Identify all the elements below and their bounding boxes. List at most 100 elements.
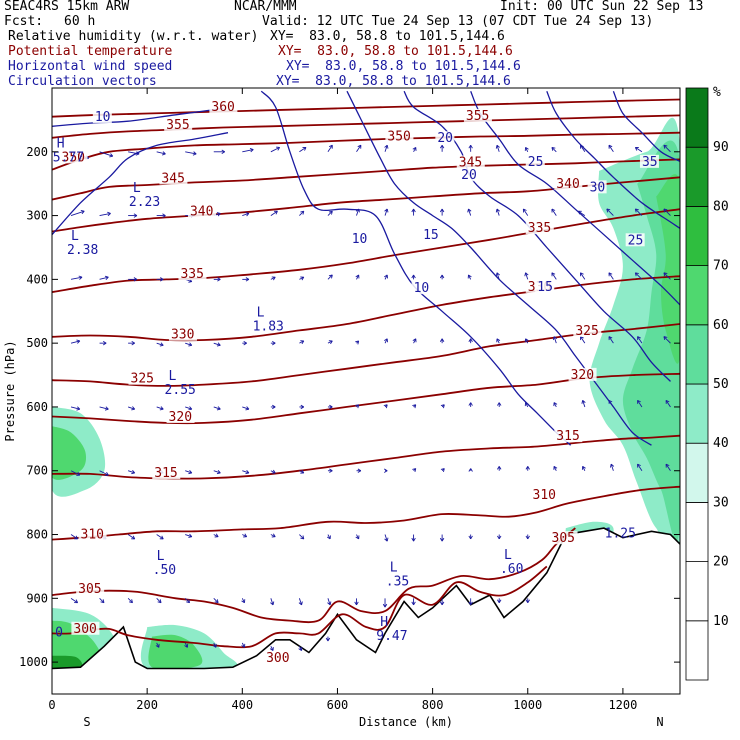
extremum-marker: L bbox=[257, 305, 265, 320]
wind-label: 20 bbox=[461, 168, 477, 183]
forecast-hour: 60 h bbox=[64, 14, 96, 29]
x-tick-label: 1000 bbox=[513, 698, 542, 712]
theta-contour-355 bbox=[52, 114, 680, 139]
wind-label: 25 bbox=[528, 155, 544, 170]
field-vectors-name: Circulation vectors bbox=[8, 74, 157, 89]
vector-head bbox=[245, 212, 250, 217]
vector-head bbox=[637, 463, 641, 468]
vector-head bbox=[243, 340, 247, 346]
circulation-vector bbox=[665, 400, 671, 408]
circulation-vector bbox=[580, 336, 586, 344]
vector-head bbox=[76, 339, 81, 344]
circulation-vector bbox=[525, 272, 529, 280]
forecast-label: Fcst: bbox=[4, 14, 44, 29]
vector-head bbox=[355, 404, 360, 409]
y-tick-label: 1000 bbox=[19, 655, 48, 669]
circulation-vector bbox=[663, 144, 671, 153]
vector-head bbox=[300, 210, 305, 215]
circulation-vector bbox=[356, 144, 362, 153]
theta-label: 335 bbox=[528, 221, 551, 236]
circulation-vector bbox=[384, 145, 388, 152]
vector-head bbox=[131, 535, 136, 540]
circulation-vector bbox=[185, 342, 192, 346]
vector-head bbox=[551, 208, 556, 213]
theta-label: 355 bbox=[466, 109, 489, 124]
theta-label: 320 bbox=[169, 410, 192, 425]
theta-label: 300 bbox=[266, 651, 289, 666]
vector-head bbox=[74, 535, 79, 540]
vector-head bbox=[608, 399, 613, 404]
circulation-vector bbox=[327, 598, 331, 606]
vector-head bbox=[298, 601, 303, 606]
wind-label: 10 bbox=[95, 110, 111, 125]
vector-head bbox=[329, 404, 333, 410]
theta-label: 330 bbox=[171, 328, 194, 343]
vector-head bbox=[411, 274, 416, 279]
colorbar-swatch bbox=[685, 442, 709, 503]
vector-head bbox=[186, 599, 191, 604]
vector-head bbox=[329, 468, 333, 473]
vector-head bbox=[496, 338, 501, 343]
vector-head bbox=[439, 601, 445, 606]
circulation-vector bbox=[327, 144, 333, 153]
circulation-vector bbox=[127, 597, 133, 604]
vector-head bbox=[495, 272, 500, 277]
vector-head bbox=[609, 463, 615, 468]
vector-head bbox=[579, 144, 584, 149]
circulation-vector bbox=[468, 208, 472, 216]
vector-head bbox=[188, 533, 193, 538]
wind-contours bbox=[52, 90, 680, 446]
vector-head bbox=[76, 471, 81, 476]
colorbar-tick-label: 80 bbox=[713, 199, 729, 214]
vector-head bbox=[269, 647, 274, 651]
wind-label: 10 bbox=[352, 232, 368, 247]
circulation-vector bbox=[99, 597, 105, 604]
circulation-vector bbox=[185, 470, 192, 474]
circulation-vector bbox=[551, 208, 557, 216]
vector-head bbox=[412, 404, 417, 409]
circulation-vector bbox=[522, 208, 529, 216]
colorbar-tick-label: 50 bbox=[713, 377, 729, 392]
vector-head bbox=[522, 208, 527, 213]
vector-head bbox=[411, 601, 416, 606]
circulation-vector bbox=[213, 342, 221, 346]
terrain-fill bbox=[52, 528, 680, 694]
valid-time: Valid: 12 UTC Tue 24 Sep 13 (07 CDT Tue … bbox=[262, 14, 654, 29]
colorbar-swatch bbox=[685, 205, 709, 266]
extremum-value: 1.25 bbox=[605, 527, 636, 542]
vector-head bbox=[216, 469, 221, 475]
vector-head bbox=[497, 535, 502, 540]
circulation-vector bbox=[242, 406, 250, 410]
vector-head bbox=[581, 400, 586, 404]
field-theta-name: Potential temperature bbox=[8, 44, 173, 59]
vector-head bbox=[104, 275, 109, 280]
circulation-vector bbox=[298, 598, 303, 606]
circulation-vector bbox=[185, 406, 192, 410]
rh-region-80 bbox=[52, 655, 83, 670]
vector-head bbox=[468, 144, 473, 149]
theta-contour-310 bbox=[52, 485, 680, 541]
vector-head bbox=[608, 336, 613, 341]
theta-label: 350 bbox=[387, 129, 410, 144]
circulation-vector bbox=[242, 149, 254, 153]
extremum-value: .60 bbox=[500, 562, 523, 577]
wind-contour-25 bbox=[470, 90, 680, 306]
org-name: NCAR/MMM bbox=[234, 0, 297, 14]
wind-label: 35 bbox=[642, 155, 658, 170]
vector-head bbox=[357, 144, 362, 149]
model-name: SEAC4RS 15km ARW bbox=[4, 0, 130, 14]
vector-head bbox=[212, 643, 217, 648]
circulation-vector bbox=[663, 272, 671, 280]
vector-head bbox=[383, 468, 388, 473]
wind-label: 15 bbox=[537, 280, 553, 295]
vector-head bbox=[217, 277, 221, 282]
vector-head bbox=[467, 208, 472, 213]
vector-head bbox=[129, 599, 133, 604]
theta-label: 325 bbox=[131, 372, 154, 387]
x-tick-label: 200 bbox=[136, 698, 158, 712]
circulation-vector bbox=[99, 470, 109, 476]
vector-head bbox=[411, 208, 416, 213]
vector-head bbox=[551, 272, 556, 277]
vector-head bbox=[384, 274, 388, 279]
vector-head bbox=[80, 209, 85, 215]
